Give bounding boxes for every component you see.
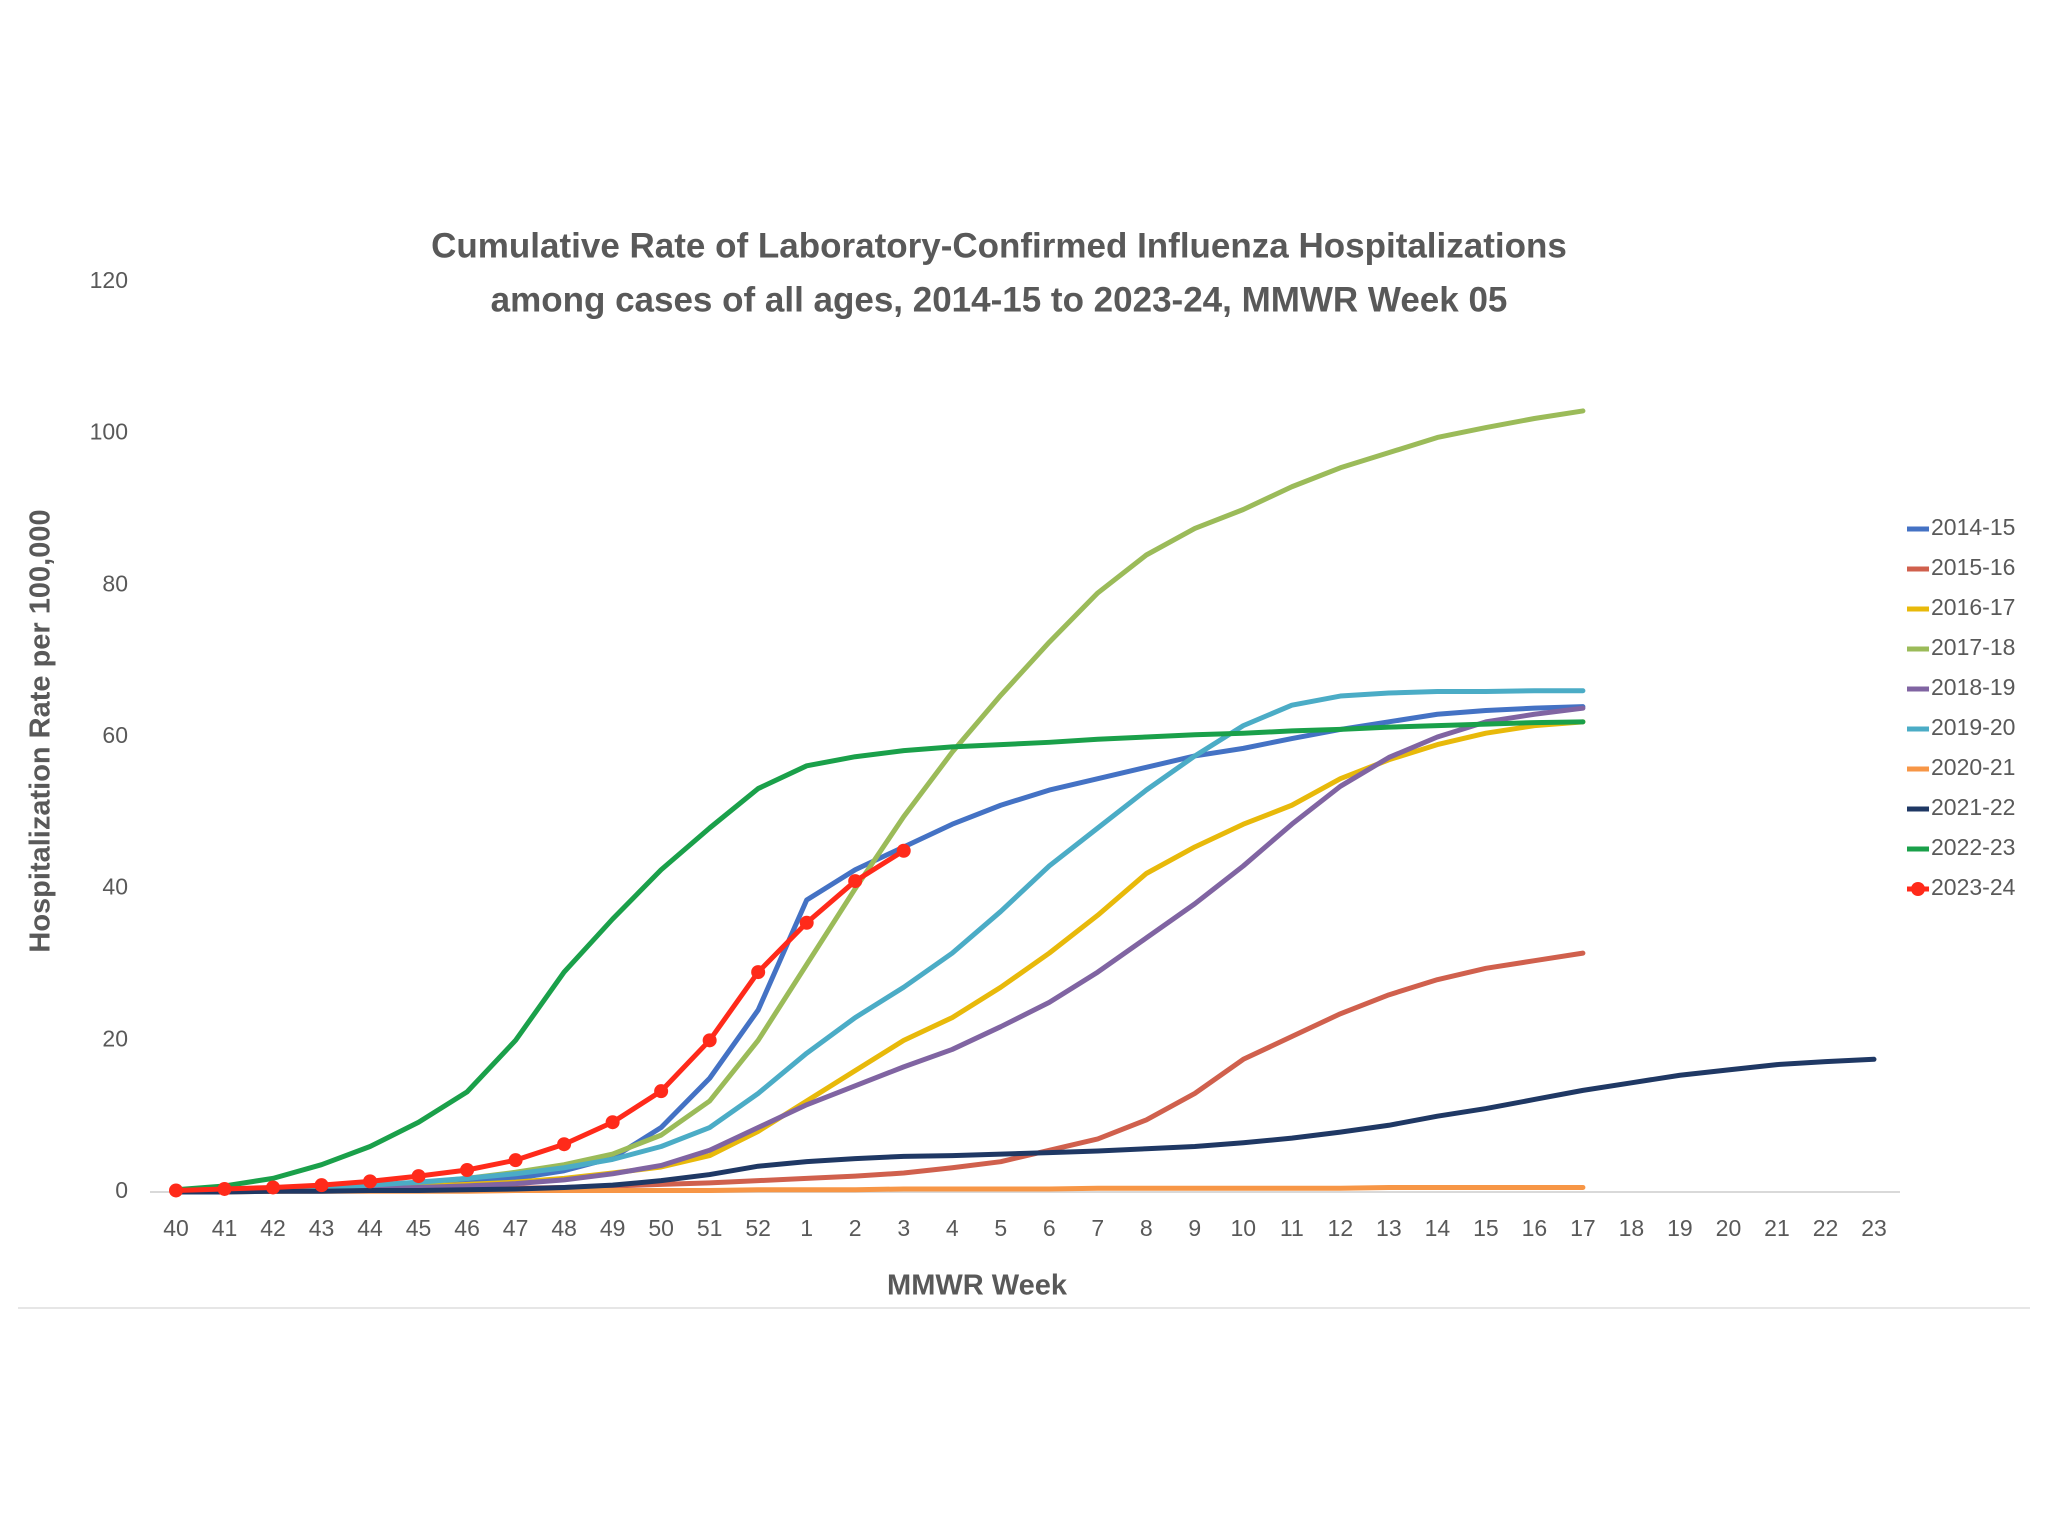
x-tick-label: 14 (1425, 1215, 1451, 1241)
series-line (173, 1056, 1877, 1195)
series-marker (266, 1180, 281, 1195)
x-tick-label: 9 (1188, 1215, 1201, 1241)
legend-label: 2021-22 (1931, 794, 2015, 820)
series-marker (411, 1169, 426, 1184)
x-tick-label: 44 (357, 1215, 383, 1241)
y-tick-label: 0 (115, 1177, 128, 1203)
x-tick-label: 50 (648, 1215, 674, 1241)
y-tick-label: 60 (102, 722, 128, 748)
x-tick-label: 20 (1716, 1215, 1742, 1241)
x-tick-label: 47 (503, 1215, 529, 1241)
x-tick-label: 40 (163, 1215, 189, 1241)
y-tick-label: 40 (102, 874, 128, 900)
x-tick-label: 49 (600, 1215, 626, 1241)
series-marker (751, 965, 766, 980)
x-tick-label: 22 (1813, 1215, 1839, 1241)
series-marker (169, 1183, 183, 1198)
y-axis-label: Hospitalization Rate per 100,000 (25, 509, 57, 952)
legend-label: 2017-18 (1931, 634, 2015, 660)
x-tick-label: 10 (1231, 1215, 1257, 1241)
x-tick-label: 4 (946, 1215, 959, 1241)
series-line (173, 848, 907, 1193)
series-marker (217, 1181, 232, 1196)
x-tick-label: 12 (1328, 1215, 1354, 1241)
y-tick-label: 80 (102, 570, 128, 596)
legend-label: 2020-21 (1931, 754, 2015, 780)
x-tick-label: 23 (1861, 1215, 1887, 1241)
x-tick-label: 21 (1764, 1215, 1790, 1241)
series-line (173, 688, 1586, 1195)
x-tick-label: 8 (1140, 1215, 1153, 1241)
series-line (173, 705, 1586, 1195)
series-marker (702, 1033, 717, 1048)
legend-label: 2022-23 (1931, 834, 2015, 860)
chart-title: among cases of all ages, 2014-15 to 2023… (491, 280, 1508, 319)
y-tick-label: 100 (90, 419, 128, 445)
y-tick-label: 120 (90, 267, 128, 293)
x-tick-label: 7 (1091, 1215, 1104, 1241)
x-tick-label: 6 (1043, 1215, 1056, 1241)
x-tick-label: 11 (1280, 1215, 1304, 1241)
series-line (173, 719, 1586, 1193)
x-axis-label: MMWR Week (887, 1270, 1068, 1302)
x-tick-label: 51 (697, 1215, 723, 1241)
x-tick-label: 1 (800, 1215, 813, 1241)
series-marker (605, 1115, 620, 1130)
x-tick-label: 19 (1667, 1215, 1693, 1241)
x-tick-label: 45 (406, 1215, 432, 1241)
x-tick-label: 18 (1619, 1215, 1645, 1241)
legend-label: 2019-20 (1931, 714, 2015, 740)
legend-label: 2016-17 (1931, 594, 2015, 620)
series-marker (896, 843, 911, 858)
legend-label: 2015-16 (1931, 554, 2015, 580)
x-tick-label: 46 (454, 1215, 480, 1241)
series-marker (557, 1137, 572, 1152)
chart-title: Cumulative Rate of Laboratory-Confirmed … (431, 226, 1567, 265)
series-marker (460, 1163, 475, 1178)
legend-label: 2018-19 (1931, 674, 2015, 700)
x-tick-label: 17 (1570, 1215, 1596, 1241)
legend-label: 2014-15 (1931, 514, 2015, 540)
y-tick-label: 20 (102, 1025, 128, 1051)
x-tick-label: 5 (994, 1215, 1007, 1241)
series-marker (363, 1174, 378, 1189)
legend-label: 2023-24 (1931, 874, 2016, 900)
series-marker (508, 1153, 523, 1168)
series-marker (848, 874, 863, 889)
x-tick-label: 48 (551, 1215, 577, 1241)
x-tick-label: 13 (1376, 1215, 1402, 1241)
x-tick-label: 3 (897, 1215, 910, 1241)
x-tick-label: 52 (745, 1215, 771, 1241)
series-line (173, 719, 1586, 1195)
x-tick-label: 42 (260, 1215, 286, 1241)
x-tick-label: 43 (309, 1215, 335, 1241)
x-tick-label: 2 (849, 1215, 862, 1241)
legend-marker (1911, 882, 1925, 896)
series-marker (799, 915, 814, 930)
x-tick-label: 16 (1522, 1215, 1548, 1241)
series-line (173, 704, 1586, 1195)
x-tick-label: 41 (212, 1215, 238, 1241)
series-marker (654, 1084, 669, 1099)
x-tick-label: 15 (1473, 1215, 1499, 1241)
series-marker (314, 1178, 329, 1193)
